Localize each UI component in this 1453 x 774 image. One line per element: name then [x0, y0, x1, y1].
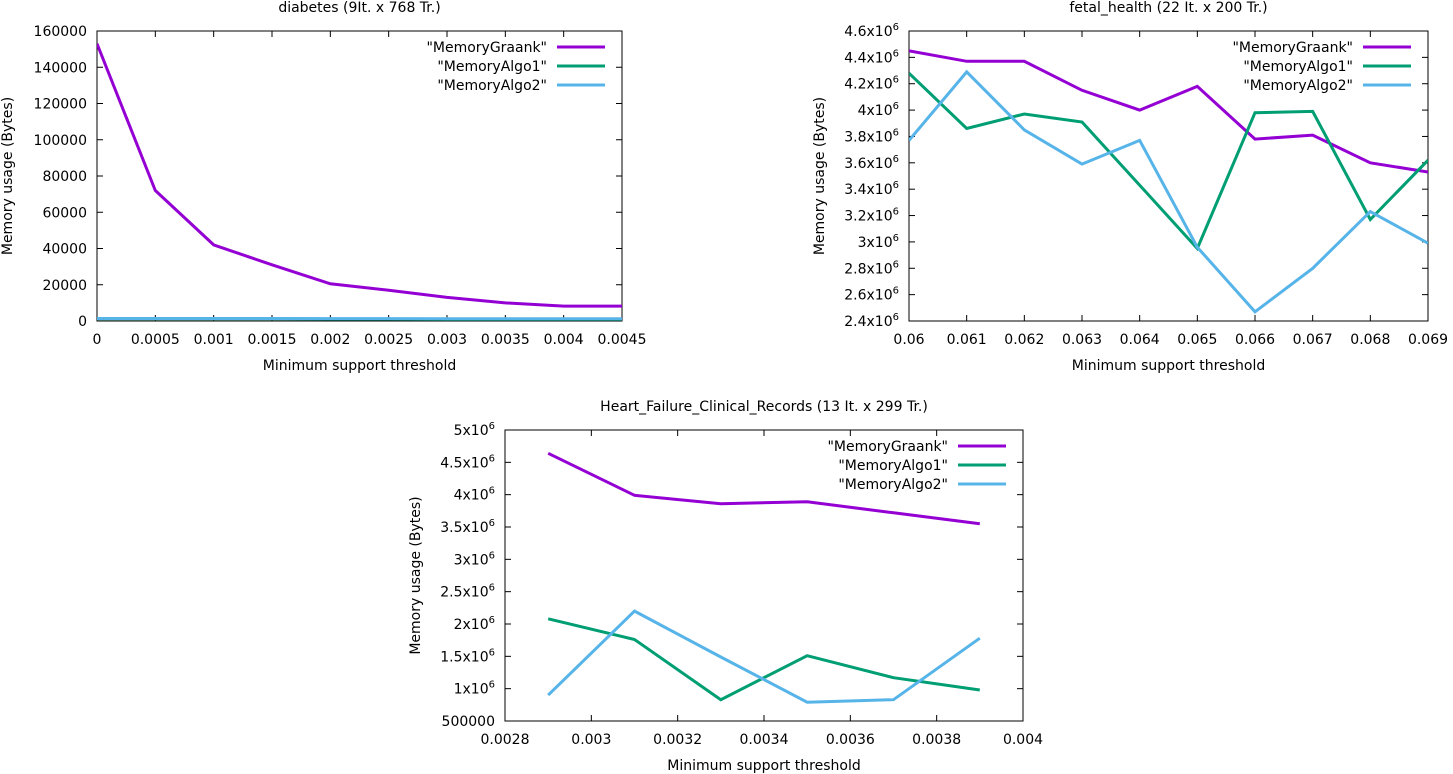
chart-1-xtick-label: 0.0045 [598, 332, 647, 348]
chart-3-ytick-label: 5x106 [454, 421, 495, 439]
chart-2-plot-frame [908, 30, 1429, 322]
chart-1-xtick-label: 0.002 [310, 332, 350, 348]
chart-3-ytick-label: 4.5x106 [440, 453, 495, 471]
chart-2-y-axis-label: Memory usage (Bytes) [812, 97, 828, 255]
chart-1-ytick-label: 140000 [34, 60, 87, 76]
chart-3-title: Heart_Failure_Clinical_Records (13 It. x… [600, 399, 928, 415]
chart-2-legend-label-2: "MemoryAlgo1" [1243, 59, 1353, 75]
chart-1-xtick-label: 0.0005 [131, 332, 180, 348]
chart-2-ytick-label: 3x106 [858, 233, 899, 251]
chart-2-series-1-line [909, 49, 1428, 174]
chart-2-title: fetal_health (22 It. x 200 Tr.) [1069, 0, 1267, 16]
chart-3-xtick-label: 0.0032 [653, 732, 702, 748]
chart-3-ytick-label: 1.5x106 [440, 647, 495, 665]
chart-1-xtick-label: 0.003 [427, 332, 467, 348]
chart-2-ytick-label: 2.6x106 [844, 286, 899, 304]
chart-2-legend-label-1: "MemoryGraank" [1232, 40, 1353, 56]
chart-1-legend-label-3: "MemoryAlgo2" [437, 78, 547, 94]
chart-1-legend-label-1: "MemoryGraank" [426, 40, 547, 56]
chart-1-xtick-label: 0 [93, 332, 102, 348]
chart-1-ytick-label: 20000 [42, 278, 87, 294]
chart-3-y-axis-label: Memory usage (Bytes) [408, 496, 424, 654]
chart-2-xtick-label: 0.061 [947, 332, 987, 348]
chart-1-title: diabetes (9It. x 768 Tr.) [278, 0, 440, 16]
chart-1-y-axis-label: Memory usage (Bytes) [0, 97, 16, 255]
chart-3-legend-label-3: "MemoryAlgo2" [838, 477, 948, 493]
chart-3-xtick-label: 0.0028 [481, 732, 530, 748]
chart-3-ytick-label: 500000 [442, 714, 495, 730]
chart-1-ytick-label: 40000 [42, 242, 87, 258]
chart-2-ytick-label: 4x106 [858, 101, 899, 119]
chart-3-legend-label-2: "MemoryAlgo1" [838, 458, 948, 474]
chart-1-ytick-label: 60000 [42, 205, 87, 221]
chart-1-xtick-label: 0.0015 [248, 332, 297, 348]
chart-1-xtick-label: 0.0025 [364, 332, 413, 348]
chart-3-xtick-label: 0.0034 [740, 732, 789, 748]
chart-3-xtick-label: 0.003 [571, 732, 611, 748]
chart-3-xtick-label: 0.004 [1003, 732, 1043, 748]
chart-1-xtick-label: 0.0035 [481, 332, 530, 348]
chart-2-ytick-label: 4.2x106 [844, 75, 899, 93]
chart-2-ytick-label: 2.8x106 [844, 259, 899, 277]
chart-2: fetal_health (22 It. x 200 Tr.) 2.4x106 2.… [812, 0, 1448, 374]
chart-1-ytick-label: 160000 [34, 24, 87, 40]
chart-2-ytick-label: 2.4x106 [844, 312, 899, 330]
chart-2-ytick-label: 3.2x106 [844, 207, 899, 225]
chart-2-ytick-label: 3.8x106 [844, 127, 899, 145]
chart-2-xtick-label: 0.067 [1293, 332, 1333, 348]
chart-3-ytick-label: 4x106 [454, 486, 495, 504]
chart-1-ytick-label: 80000 [42, 169, 87, 185]
chart-3-ytick-label: 2.5x106 [440, 583, 495, 601]
chart-2-legend-label-3: "MemoryAlgo2" [1243, 78, 1353, 94]
chart-2-ytick-label: 4.4x106 [844, 48, 899, 66]
chart-3-series-2-line [547, 617, 981, 702]
chart-2-xtick-label: 0.062 [1004, 332, 1044, 348]
chart-1-xtick-label: 0.001 [194, 332, 234, 348]
chart-2-xtick-label: 0.066 [1235, 332, 1275, 348]
chart-2-ytick-label: 3.6x106 [844, 154, 899, 172]
chart-2-xtick-label: 0.063 [1062, 332, 1102, 348]
chart-3-ytick-label: 1x106 [454, 680, 495, 698]
chart-1-xtick-label: 0.004 [544, 332, 584, 348]
chart-1-ytick-label: 100000 [34, 133, 87, 149]
chart-1-ytick-label: 0 [78, 314, 87, 330]
chart-2-xtick-label: 0.065 [1177, 332, 1217, 348]
chart-3-series-3-line [547, 609, 981, 704]
chart-3-xtick-label: 0.0038 [912, 732, 961, 748]
chart-2-series-3-line [909, 69, 1428, 314]
chart-3: Heart_Failure_Clinical_Records (13 It. x… [408, 399, 1043, 774]
chart-3-legend-label-1: "MemoryGraank" [827, 439, 948, 455]
chart-2-xtick-label: 0.069 [1408, 332, 1448, 348]
chart-2-xtick-label: 0.06 [893, 332, 924, 348]
chart-1-ytick-label: 120000 [34, 97, 87, 113]
chart-1: diabetes (9It. x 768 Tr.) 0 20000 40000 6000… [0, 0, 647, 374]
chart-3-series-1-line [547, 451, 980, 526]
chart-1-series-1-line [97, 43, 622, 308]
chart-3-ytick-label: 3.5x106 [440, 518, 495, 536]
chart-1-legend-label-2: "MemoryAlgo1" [437, 59, 547, 75]
chart-2-xtick-label: 0.064 [1120, 332, 1160, 348]
chart-2-ytick-label: 3.4x106 [844, 180, 899, 198]
chart-2-xtick-label: 0.068 [1350, 332, 1390, 348]
chart-3-x-axis-label: Minimum support threshold [667, 758, 860, 774]
chart-3-xtick-label: 0.0036 [826, 732, 875, 748]
chart-2-x-axis-label: Minimum support threshold [1072, 358, 1265, 374]
chart-2-ytick-label: 4.6x106 [844, 22, 899, 40]
chart-2-series-2-line [909, 72, 1428, 252]
chart-3-ytick-label: 3x106 [454, 550, 495, 568]
chart-1-x-axis-label: Minimum support threshold [263, 358, 456, 374]
chart-3-ytick-label: 2x106 [454, 615, 495, 633]
